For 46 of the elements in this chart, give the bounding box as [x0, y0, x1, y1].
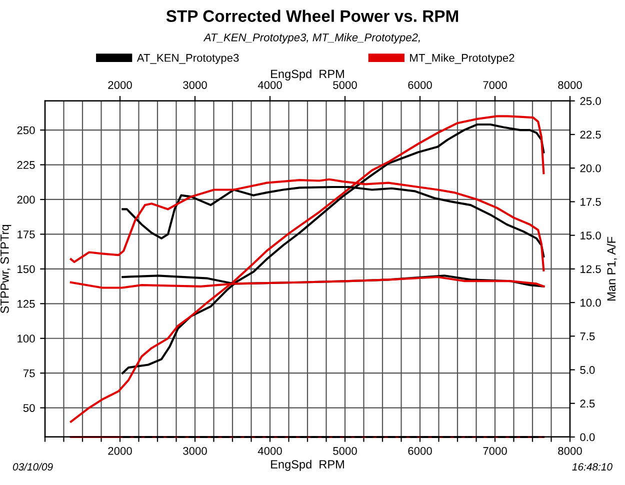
- legend-label: AT_KEN_Prototype3: [136, 54, 239, 64]
- y2-tick-label: 2.5: [580, 400, 595, 408]
- y-tick-label: 100: [18, 334, 35, 343]
- y-tick-label: 50: [23, 404, 35, 412]
- x-tick-label: 4000: [258, 447, 282, 455]
- line-series: [70, 115, 545, 423]
- y2-tick-label: 20.0: [580, 164, 601, 172]
- y-tick-label: 225: [17, 161, 35, 169]
- x2-tick-label: 3000: [183, 81, 207, 89]
- y-axis-title: STPPwr, STPTrq: [0, 224, 12, 314]
- y-tick-label: 175: [18, 230, 35, 238]
- y-tick-label: 200: [17, 196, 35, 204]
- y2-tick-label: 17.5: [580, 198, 601, 206]
- chart-title: STP Corrected Wheel Power vs. RPM: [166, 10, 458, 22]
- y-tick-label: 125: [18, 300, 35, 308]
- x-tick-label: 2000: [108, 447, 132, 455]
- y2-tick-label: 5.0: [580, 366, 595, 374]
- y2-tick-label: 7.5: [580, 332, 595, 340]
- y2-tick-label: 15.0: [580, 232, 601, 240]
- x2-tick-label: 4000: [258, 81, 282, 89]
- x-tick-label: 3000: [183, 447, 207, 455]
- x-tick-label: 7000: [483, 447, 507, 455]
- y2-axis-title: Man P1, A/F: [606, 236, 617, 300]
- x2-tick-label: 8000: [558, 81, 582, 89]
- x-axis-title: EngSpd RPM: [271, 460, 344, 471]
- x2-axis-title: EngSpd RPM: [271, 69, 344, 80]
- y2-tick-label: 22.5: [580, 130, 601, 139]
- x2-tick-label: 2000: [108, 81, 132, 89]
- text: 16:48:10: [572, 463, 612, 471]
- y2-tick-label: 10.0: [580, 298, 601, 307]
- legend-label: MT_Mike_Prototype2: [410, 54, 514, 64]
- y-tick-label: 250: [17, 126, 35, 134]
- x-tick-label: 6000: [408, 447, 432, 455]
- line-series: [122, 123, 545, 374]
- x-tick-label: 5000: [333, 447, 357, 455]
- x2-tick-label: 5000: [333, 81, 357, 89]
- text: 03/10/09: [12, 462, 53, 471]
- y-tick-label: 75: [23, 369, 35, 378]
- y-tick-label: 150: [18, 265, 35, 274]
- x2-tick-label: 7000: [483, 81, 507, 89]
- chart-subtitle: AT_KEN_Prototype3, MT_Mike_Prototype2,: [203, 33, 420, 44]
- y2-tick-label: 0.0: [580, 433, 595, 442]
- y2-tick-label: 12.5: [580, 265, 601, 274]
- x2-tick-label: 6000: [408, 81, 432, 89]
- x-tick-label: 8000: [558, 447, 582, 455]
- y2-tick-label: 25.0: [580, 97, 601, 106]
